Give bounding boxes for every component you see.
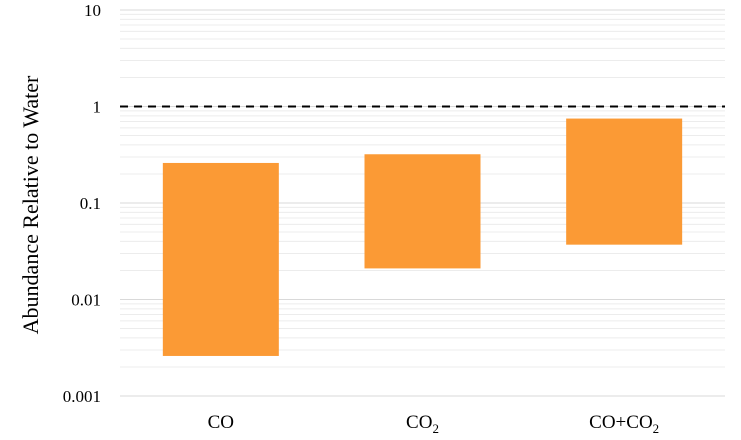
x-category-label: CO <box>208 412 234 433</box>
bars <box>162 118 683 356</box>
x-category-label: CO+CO2 <box>589 412 659 436</box>
x-category-label: CO2 <box>406 412 439 436</box>
bar-2 <box>364 154 481 269</box>
y-tick-label: 0.001 <box>63 387 101 406</box>
x-category-labels: CO CO2 CO+CO2 <box>208 412 660 436</box>
bar-3 <box>566 118 683 245</box>
y-axis-title: Abundance Relative to Water <box>18 75 43 334</box>
y-tick-label: 0.01 <box>71 291 101 310</box>
bar-1 <box>162 162 279 356</box>
y-tick-labels: 10 1 0.1 0.01 0.001 <box>63 1 101 406</box>
y-tick-label: 1 <box>93 98 102 117</box>
y-tick-label: 10 <box>84 1 101 20</box>
y-tick-label: 0.1 <box>80 194 101 213</box>
